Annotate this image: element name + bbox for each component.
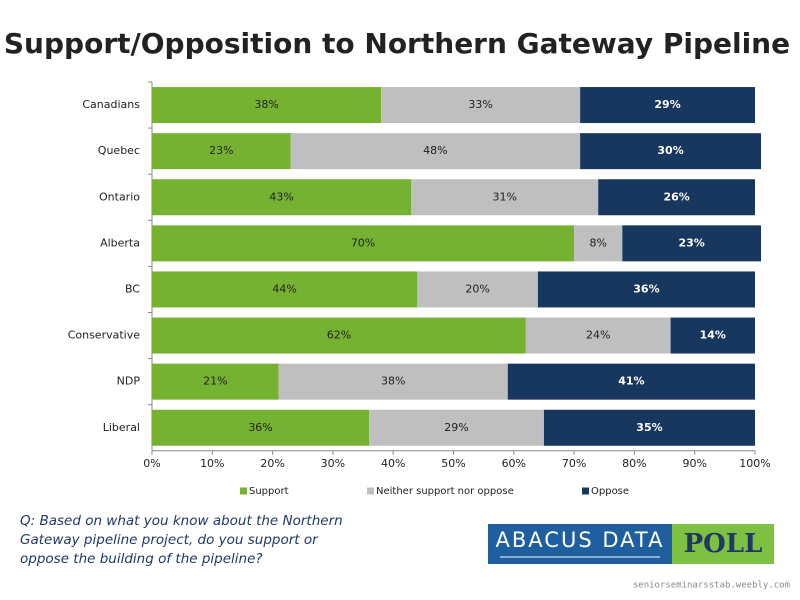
value-label: 8% [589,236,606,249]
bar-segment [152,133,291,170]
bar-segment [152,225,575,262]
value-label: 38% [254,98,278,111]
bar-segment [152,87,382,124]
bar-segment [417,271,538,308]
y-tick-label: Conservative [68,329,141,342]
bar-segment [152,271,418,308]
value-label: 24% [586,329,610,342]
bar-segment [598,179,755,216]
legend-label: Oppose [591,486,629,497]
x-tick-label: 0% [143,457,160,470]
bar-segment [381,87,581,124]
value-label: 70% [351,236,375,249]
y-tick-label: Quebec [98,144,140,157]
x-tick-label: 10% [200,457,224,470]
bar-segment [369,409,544,446]
bar-segment [290,133,581,170]
y-tick-label: BC [125,282,140,295]
value-label: 31% [493,190,517,203]
bar-segment [622,225,762,262]
x-tick-label: 70% [562,457,586,470]
legend-swatch [582,487,589,495]
bar-segment [152,409,370,446]
value-label: 41% [618,375,644,388]
value-label: 36% [248,421,272,434]
y-tick-label: Alberta [100,236,140,249]
x-tick-label: 100% [739,457,770,470]
x-tick-label: 90% [682,457,706,470]
value-label: 29% [654,98,680,111]
y-tick-label: Liberal [103,421,140,434]
value-label: 33% [468,98,492,111]
value-label: 35% [636,421,662,434]
bar-segment [537,271,755,308]
x-tick-label: 60% [502,457,526,470]
source: seniorseminarsstab.weebly.com [633,581,790,591]
x-tick-label: 40% [381,457,405,470]
value-label: 26% [663,190,689,203]
x-tick-label: 50% [441,457,465,470]
legend-swatch [367,487,374,495]
legend-label: Support [249,486,289,497]
value-label: 36% [633,282,659,295]
y-tick-label: Canadians [82,98,140,111]
bar-segment [543,409,755,446]
y-tick-label: Ontario [99,190,140,203]
legend-label: Neither support nor oppose [376,486,514,497]
legend-swatch [240,487,247,495]
x-tick-label: 30% [321,457,345,470]
bar-segment [580,87,755,124]
y-tick-label: NDP [117,375,141,388]
value-label: 48% [423,144,447,157]
bar-segment [152,317,526,354]
value-label: 29% [444,421,468,434]
x-tick-label: 20% [260,457,284,470]
value-label: 23% [679,236,705,249]
logo-badge-box [672,524,774,564]
value-label: 43% [269,190,293,203]
value-label: 30% [657,144,683,157]
value-label: 20% [465,282,489,295]
bar-segment [278,363,508,400]
bar-segment [411,179,599,216]
bar-segment [507,363,755,400]
bar-segment [152,179,412,216]
bar-segment [670,317,755,354]
bar-segment [525,317,671,354]
value-label: 62% [327,329,351,342]
logo-name: ABACUS DATA [496,528,665,552]
value-label: 38% [381,375,405,388]
value-label: 44% [272,282,296,295]
logo-badge: POLL [684,529,763,559]
value-label: 23% [209,144,233,157]
value-label: 21% [203,375,227,388]
value-label: 14% [700,329,726,342]
bar-segment [152,363,279,400]
chart-title: Support/Opposition to Northern Gateway P… [4,27,790,60]
bar-segment [574,225,623,262]
bar-segment [580,133,762,170]
x-tick-label: 80% [622,457,646,470]
question: Q: Based on what you know about the Nort… [20,513,343,567]
